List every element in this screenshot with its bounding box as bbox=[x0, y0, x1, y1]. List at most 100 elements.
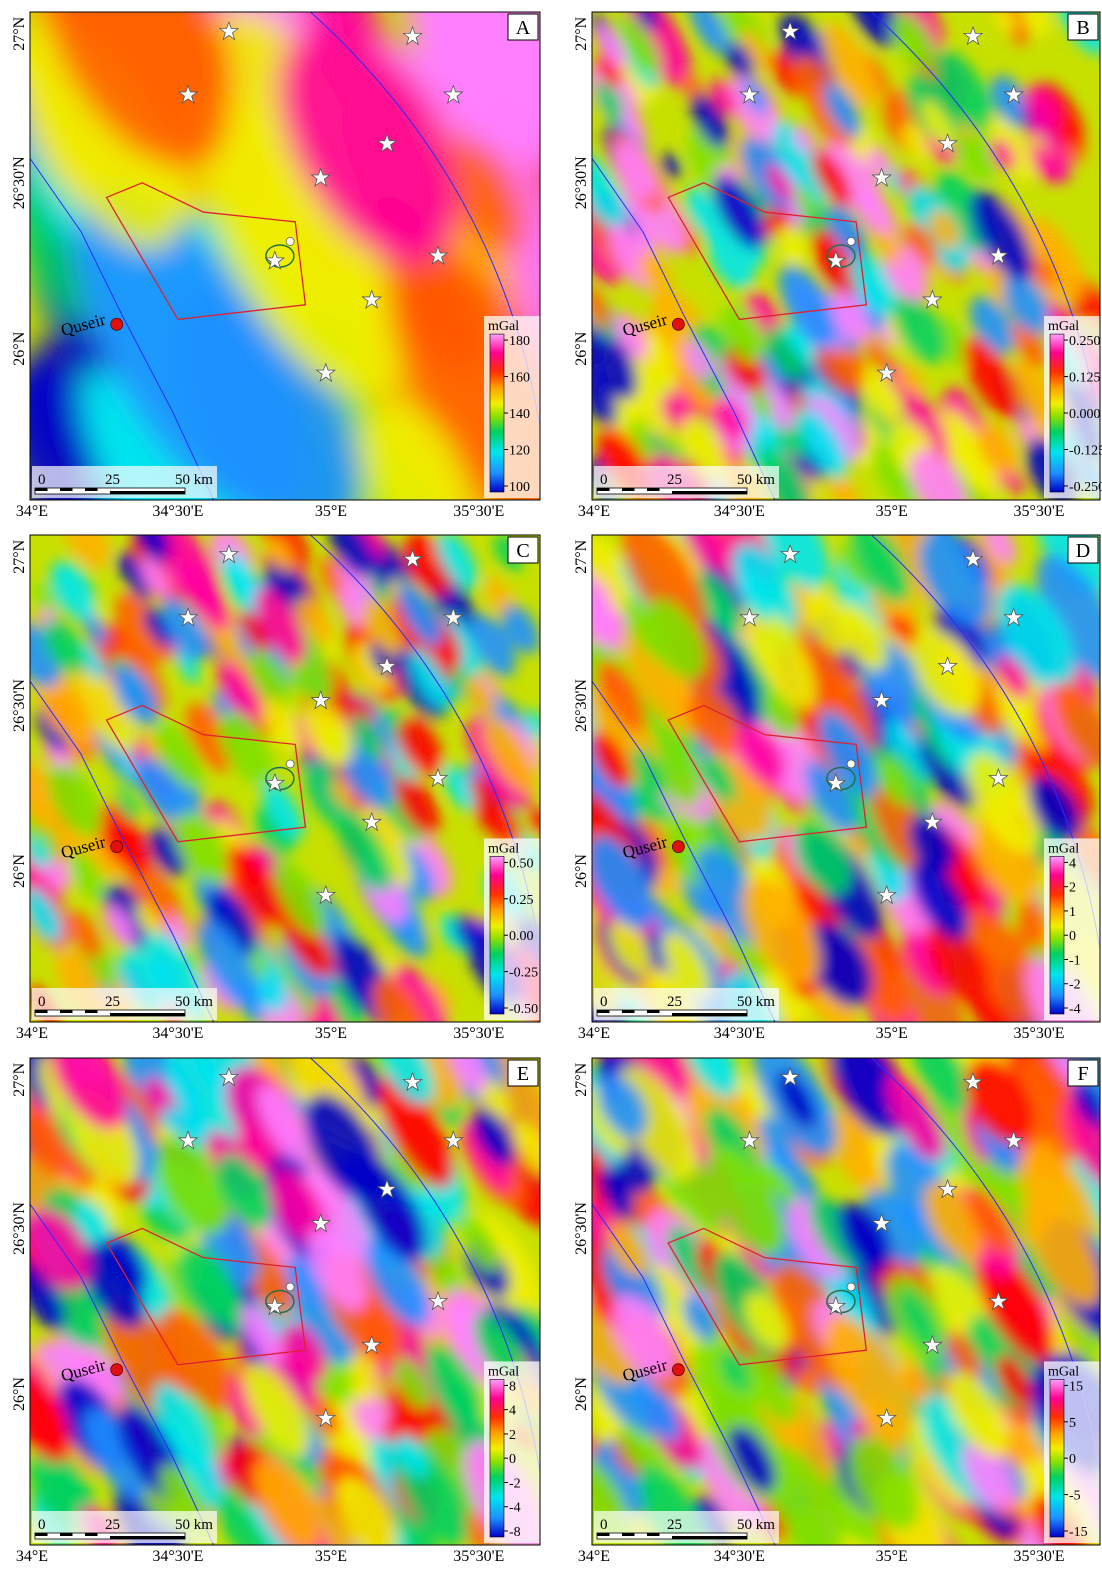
y-tick-label: 26°30'N bbox=[11, 156, 28, 209]
colorbar-tick: -5 bbox=[1069, 1489, 1081, 1504]
colorbar-tick: -4 bbox=[1069, 1002, 1081, 1017]
colorbar-unit: mGal bbox=[488, 1364, 519, 1379]
gravity-map: Quseir bbox=[546, 992, 1102, 1570]
y-tick-label: 27°N bbox=[573, 16, 590, 50]
y-tick-label: 27°N bbox=[11, 1062, 28, 1096]
y-tick-label: 26°N bbox=[573, 854, 590, 888]
x-tick-label: 34°E bbox=[578, 1548, 610, 1565]
colorbar-tick: 1 bbox=[1069, 905, 1076, 920]
x-tick-label: 35°E bbox=[315, 503, 347, 520]
y-tick-label: 27°N bbox=[573, 1062, 590, 1096]
colorbar-tick: -2 bbox=[1069, 978, 1081, 993]
scale-label: 25 bbox=[667, 1517, 682, 1533]
y-tick-label: 26°30'N bbox=[573, 679, 590, 732]
scale-label: 25 bbox=[667, 472, 682, 488]
x-tick-label: 34°30'E bbox=[152, 503, 203, 520]
x-tick-label: 35°E bbox=[876, 1025, 908, 1042]
well bbox=[286, 1283, 294, 1291]
colorbar-tick: -0.50 bbox=[509, 1002, 538, 1017]
map-panel: QuseirF02550 kmmGal1550-5-1534°E34°30'E3… bbox=[546, 992, 1102, 1570]
colorbar-tick: 0.00 bbox=[509, 929, 534, 944]
colorbar-tick: 0 bbox=[1069, 1452, 1076, 1467]
colorbar-tick: -4 bbox=[509, 1501, 521, 1516]
colorbar-tick: 4 bbox=[509, 1404, 516, 1419]
colorbar-tick: 4 bbox=[1069, 856, 1076, 871]
x-tick-label: 35°E bbox=[876, 503, 908, 520]
x-tick-label: 34°E bbox=[16, 1548, 48, 1565]
scale-label: 50 km bbox=[175, 994, 213, 1010]
colorbar-tick: 0.250 bbox=[1069, 334, 1101, 349]
y-tick-label: 27°N bbox=[11, 16, 28, 50]
y-tick-label: 26°N bbox=[11, 854, 28, 888]
x-tick-label: 34°E bbox=[578, 1025, 610, 1042]
x-tick-label: 34°30'E bbox=[714, 1025, 765, 1042]
x-tick-label: 34°E bbox=[16, 1025, 48, 1042]
colorbar-tick: -15 bbox=[1069, 1525, 1088, 1540]
colorbar-tick: -2 bbox=[509, 1476, 521, 1491]
x-tick-label: 35°E bbox=[876, 1548, 908, 1565]
colorbar-tick: 0 bbox=[509, 1452, 516, 1467]
x-tick-label: 35°E bbox=[315, 1548, 347, 1565]
map-panel: QuseirC02550 kmmGal0.500.250.00-0.25-0.5… bbox=[0, 500, 577, 1068]
colorbar-tick: 180 bbox=[509, 334, 530, 349]
scale-label: 0 bbox=[38, 994, 46, 1010]
y-tick-label: 26°30'N bbox=[573, 156, 590, 209]
well bbox=[286, 760, 294, 768]
figure: QuseirA02550 kmmGal18016014012010034°E34… bbox=[0, 0, 1102, 1570]
scale-label: 0 bbox=[600, 1517, 608, 1533]
x-tick-label: 35°30'E bbox=[1014, 503, 1065, 520]
scale-label: 25 bbox=[105, 994, 120, 1010]
x-tick-label: 35°30'E bbox=[453, 503, 504, 520]
colorbar bbox=[490, 334, 504, 492]
x-tick-label: 35°30'E bbox=[453, 1025, 504, 1042]
x-tick-label: 35°30'E bbox=[453, 1548, 504, 1565]
x-tick-label: 34°30'E bbox=[714, 503, 765, 520]
colorbar-tick: 0 bbox=[1069, 929, 1076, 944]
gravity-map: Quseir bbox=[550, 0, 1102, 540]
y-tick-label: 27°N bbox=[573, 539, 590, 573]
x-tick-label: 35°30'E bbox=[1014, 1025, 1065, 1042]
x-tick-label: 34°30'E bbox=[714, 1548, 765, 1565]
colorbar bbox=[1050, 856, 1064, 1014]
colorbar bbox=[1050, 1379, 1064, 1537]
y-tick-label: 26°N bbox=[11, 331, 28, 365]
scale-label: 0 bbox=[38, 1517, 46, 1533]
y-tick-label: 26°30'N bbox=[11, 679, 28, 732]
colorbar bbox=[490, 856, 504, 1014]
city-marker bbox=[111, 1364, 123, 1376]
scale-label: 50 km bbox=[737, 472, 775, 488]
colorbar-tick: 5 bbox=[1069, 1416, 1076, 1431]
scale-label: 0 bbox=[600, 994, 608, 1010]
x-tick-label: 34°30'E bbox=[152, 1025, 203, 1042]
colorbar-unit: mGal bbox=[1048, 319, 1079, 334]
colorbar-tick: 2 bbox=[1069, 881, 1076, 896]
city-marker bbox=[672, 1364, 684, 1376]
colorbar-unit: mGal bbox=[1048, 1364, 1079, 1379]
scale-label: 50 km bbox=[175, 472, 213, 488]
colorbar-tick: 140 bbox=[509, 407, 530, 422]
colorbar-tick: -0.125 bbox=[1069, 444, 1102, 459]
colorbar-tick: -0.25 bbox=[509, 966, 538, 981]
panel-label: B bbox=[1076, 17, 1089, 39]
colorbar-unit: mGal bbox=[488, 841, 519, 856]
colorbar-tick: -1 bbox=[1069, 953, 1081, 968]
colorbar-tick: 0.50 bbox=[509, 856, 534, 871]
well bbox=[847, 760, 855, 768]
scale-label: 50 km bbox=[737, 994, 775, 1010]
scale-label: 25 bbox=[667, 994, 682, 1010]
scale-label: 25 bbox=[105, 472, 120, 488]
x-tick-label: 35°30'E bbox=[1014, 1548, 1065, 1565]
y-tick-label: 26°N bbox=[573, 331, 590, 365]
colorbar-tick: 120 bbox=[509, 444, 530, 459]
colorbar-tick: 2 bbox=[509, 1428, 516, 1443]
panel-label: E bbox=[517, 1063, 529, 1085]
colorbar-tick: -0.250 bbox=[1069, 480, 1102, 495]
well bbox=[847, 1283, 855, 1291]
colorbar-unit: mGal bbox=[488, 319, 519, 334]
colorbar-tick: -8 bbox=[509, 1525, 521, 1540]
colorbar-tick: 8 bbox=[509, 1379, 516, 1394]
scale-label: 50 km bbox=[737, 1517, 775, 1533]
colorbar bbox=[1050, 334, 1064, 492]
